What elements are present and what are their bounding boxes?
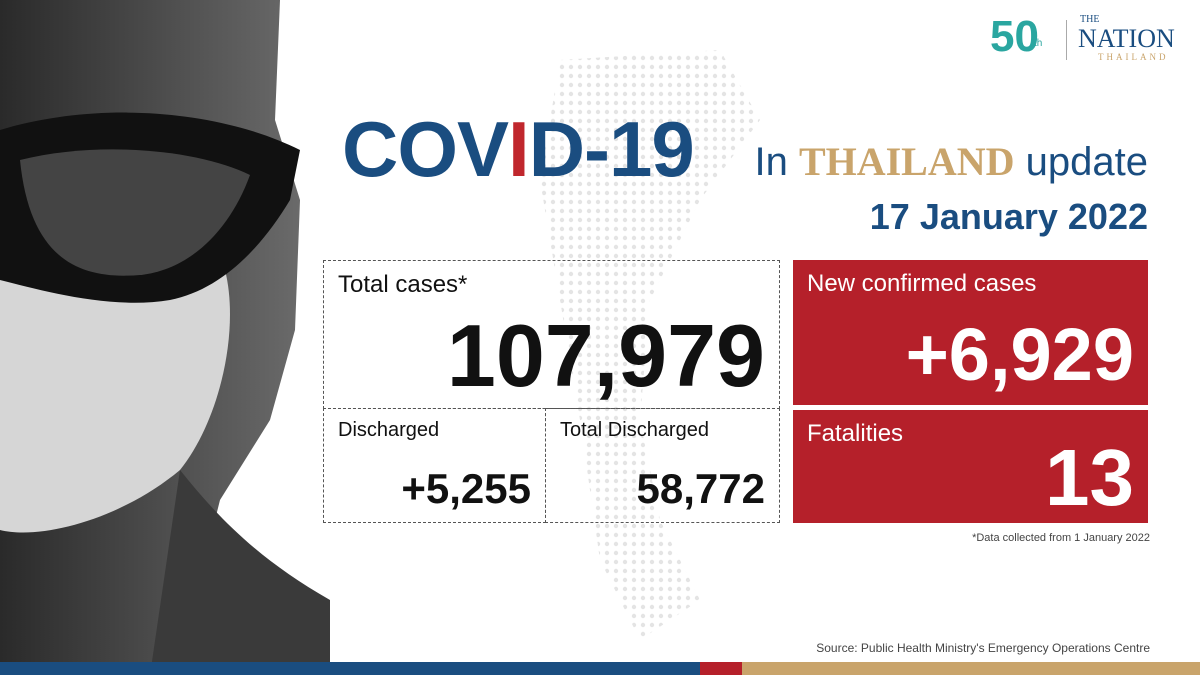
date: 17 January 2022 — [869, 196, 1148, 237]
note: *Data collected from 1 January 2022 — [972, 532, 1150, 544]
title-part: I — [508, 105, 530, 193]
logo-divider — [1066, 20, 1067, 60]
value: 107,979 — [446, 306, 765, 405]
new-cases-box: New confirmed cases +6,929 — [793, 260, 1148, 405]
logo-the: THE — [1080, 14, 1100, 25]
total-discharged-box: Total Discharged 58,772 — [545, 408, 780, 523]
label: Discharged — [338, 419, 440, 441]
logo-suffix: th — [1034, 38, 1043, 49]
subtitle: In THAILAND update — [754, 138, 1148, 185]
title-part: D-19 — [528, 105, 695, 193]
subtitle-country: THAILAND — [798, 139, 1015, 184]
logo-anniversary: 50 — [990, 12, 1039, 61]
label: Total Discharged — [560, 419, 709, 441]
subtitle-update: update — [1025, 140, 1148, 184]
source: Source: Public Health Ministry's Emergen… — [816, 641, 1150, 655]
logo-name: NATION — [1078, 24, 1175, 53]
label: Fatalities — [807, 420, 904, 447]
value: 13 — [1045, 433, 1134, 522]
label: New confirmed cases — [807, 270, 1037, 297]
fatalities-box: Fatalities 13 — [793, 410, 1148, 523]
label: Total cases* — [338, 271, 468, 298]
subtitle-in: In — [754, 140, 788, 184]
logo-region: THAILAND — [1098, 52, 1169, 62]
discharged-box: Discharged +5,255 — [323, 408, 546, 523]
value: +5,255 — [401, 465, 531, 512]
value: 58,772 — [636, 465, 765, 512]
title-part: COV — [342, 105, 509, 193]
title: COVID-19 — [342, 104, 695, 195]
value: +6,929 — [905, 313, 1134, 396]
total-cases-box: Total cases* 107,979 — [323, 260, 780, 409]
